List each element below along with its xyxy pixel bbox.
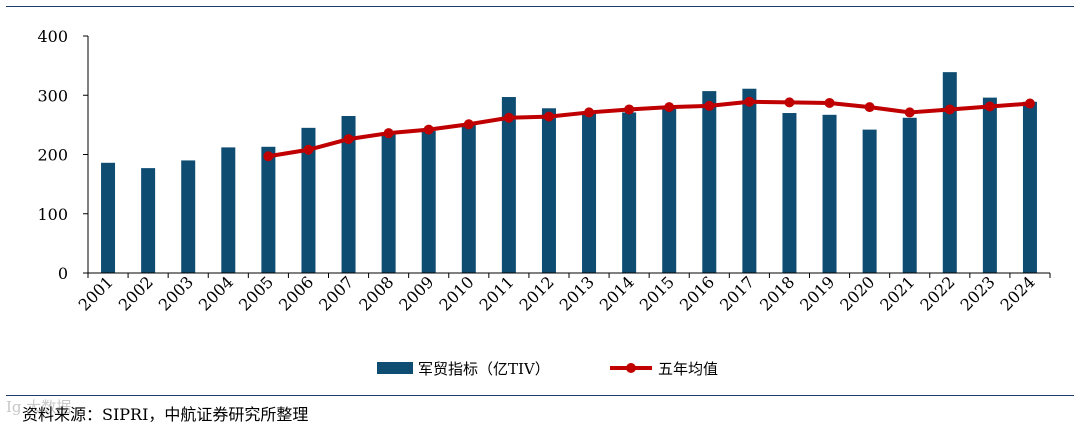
bar <box>662 108 677 273</box>
watermark: Ig 大数据 <box>6 398 72 416</box>
bar <box>461 123 476 273</box>
y-tick-label: 200 <box>37 146 68 165</box>
line-point <box>744 96 755 107</box>
line-point <box>343 134 354 145</box>
bar <box>702 91 717 273</box>
line-point <box>303 144 314 155</box>
line-point <box>263 151 274 162</box>
bar <box>221 147 236 273</box>
bar <box>982 97 997 274</box>
bar <box>862 129 877 273</box>
bar <box>541 108 556 273</box>
line-point <box>824 97 835 108</box>
bar <box>301 127 316 274</box>
x-tick-label: 2024 <box>997 272 1039 314</box>
x-tick-label: 2023 <box>956 272 998 314</box>
x-tick-label: 2015 <box>636 272 678 314</box>
y-tick-label: 300 <box>37 86 68 105</box>
bar <box>141 168 156 273</box>
bar <box>381 133 396 273</box>
x-tick-label: 2003 <box>155 272 197 314</box>
x-tick-label: 2007 <box>315 272 357 314</box>
line-point <box>624 104 635 115</box>
y-axis: 0 100 200 300 400 <box>37 27 89 283</box>
legend-bar-label: 军贸指标（亿TIV） <box>418 360 550 378</box>
bar <box>942 72 957 273</box>
legend-bar-swatch <box>377 362 413 374</box>
line-point <box>904 107 915 118</box>
x-tick-label: 2020 <box>836 272 878 314</box>
legend-line-label: 五年均值 <box>658 360 718 378</box>
bar <box>782 113 797 274</box>
y-tick-label: 400 <box>37 27 68 46</box>
x-tick-label: 2021 <box>876 272 918 314</box>
line-point <box>543 111 554 122</box>
x-tick-label: 2005 <box>235 272 277 314</box>
average-line-series <box>263 96 1035 162</box>
x-tick-label: 2011 <box>475 272 517 314</box>
x-tick-label: 2008 <box>355 272 397 314</box>
legend: 军贸指标（亿TIV） 五年均值 <box>377 360 718 378</box>
bar <box>1022 101 1037 273</box>
line-point <box>864 102 875 113</box>
x-tick-label: 2018 <box>756 272 798 314</box>
line-point <box>664 102 675 113</box>
line-point <box>383 128 394 139</box>
average-line <box>268 99 1031 159</box>
x-tick-label: 2022 <box>916 272 958 314</box>
line-point <box>423 124 434 135</box>
x-tick-label: 2010 <box>435 272 477 314</box>
x-tick-label: 2001 <box>75 272 117 314</box>
line-point <box>704 100 715 111</box>
y-tick-label: 100 <box>37 205 68 224</box>
x-tick-label: 2012 <box>516 272 558 314</box>
top-rule <box>6 6 1074 7</box>
line-point <box>944 104 955 115</box>
bottom-rule <box>6 395 1074 396</box>
x-tick-label: 2006 <box>275 272 317 314</box>
bar <box>101 162 116 273</box>
x-tick-label: 2014 <box>596 272 638 314</box>
bar <box>261 146 276 273</box>
bar <box>902 117 917 273</box>
x-tick-label: 2013 <box>556 272 598 314</box>
bar <box>501 97 516 273</box>
line-point <box>784 97 795 108</box>
x-tick-label: 2019 <box>796 272 838 314</box>
bar <box>822 114 837 274</box>
line-point <box>463 119 474 130</box>
bar <box>742 88 757 273</box>
bar-series <box>101 72 1037 274</box>
bar <box>181 160 196 273</box>
bar <box>582 111 597 273</box>
legend-line-marker <box>626 363 636 373</box>
x-axis: 2001200220032004200520062007200820092010… <box>75 272 1051 315</box>
x-tick-label: 2016 <box>676 272 718 314</box>
x-tick-label: 2017 <box>716 272 758 314</box>
line-point <box>584 107 595 118</box>
source-note: 资料来源：SIPRI，中航证券研究所整理 <box>22 405 309 424</box>
x-tick-label: 2002 <box>115 272 157 314</box>
line-point <box>1024 98 1035 109</box>
x-tick-label: 2004 <box>195 272 237 314</box>
bar <box>421 130 436 273</box>
bar <box>622 112 637 274</box>
bar <box>341 115 356 273</box>
x-tick-label: 2009 <box>395 272 437 314</box>
y-tick-label: 0 <box>58 264 68 283</box>
line-point <box>503 112 514 123</box>
line-point <box>984 101 995 112</box>
